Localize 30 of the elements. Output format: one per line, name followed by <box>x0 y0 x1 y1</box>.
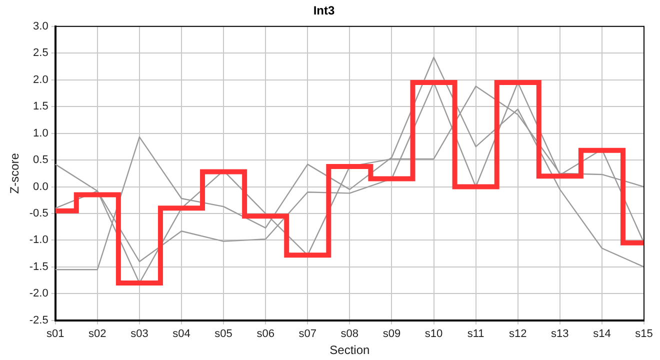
x-tick-label: s07 <box>298 328 317 340</box>
x-tick-label: s14 <box>593 328 611 340</box>
x-tick-label: s06 <box>256 328 274 340</box>
x-tick-label: s10 <box>424 328 443 340</box>
x-tick-label: s11 <box>467 328 484 340</box>
x-tick-label: s13 <box>551 328 569 340</box>
x-axis-title: Section <box>330 343 370 358</box>
y-tick-label: -0.5 <box>29 208 48 220</box>
y-tick-label: -2.5 <box>29 314 48 326</box>
x-tick-label: s15 <box>635 328 653 340</box>
y-tick-label: 0.0 <box>33 180 48 193</box>
y-tick-label: -1.0 <box>29 234 48 246</box>
x-tick-label: s02 <box>88 328 106 340</box>
y-tick-label: 2.0 <box>33 74 48 86</box>
y-tick-label: 3.0 <box>33 20 48 32</box>
y-tick-label: 2.5 <box>33 47 48 60</box>
x-tick-label: s04 <box>172 328 190 340</box>
x-tick-label: s12 <box>508 328 527 340</box>
y-tick-label: -1.5 <box>29 260 48 273</box>
chart-title: Int3 <box>313 4 335 18</box>
y-tick-label: 1.0 <box>33 127 48 140</box>
x-tick-label: s08 <box>340 328 359 340</box>
y-axis-title: Z-score <box>8 152 22 194</box>
y-tick-label: 0.5 <box>33 154 48 166</box>
y-tick-label: -2.0 <box>29 288 48 300</box>
y-tick-label: 1.5 <box>33 100 48 113</box>
x-tick-label: s01 <box>46 328 64 340</box>
x-tick-label: s03 <box>130 328 148 340</box>
x-tick-label: s05 <box>214 328 232 340</box>
x-tick-label: s09 <box>382 328 401 340</box>
